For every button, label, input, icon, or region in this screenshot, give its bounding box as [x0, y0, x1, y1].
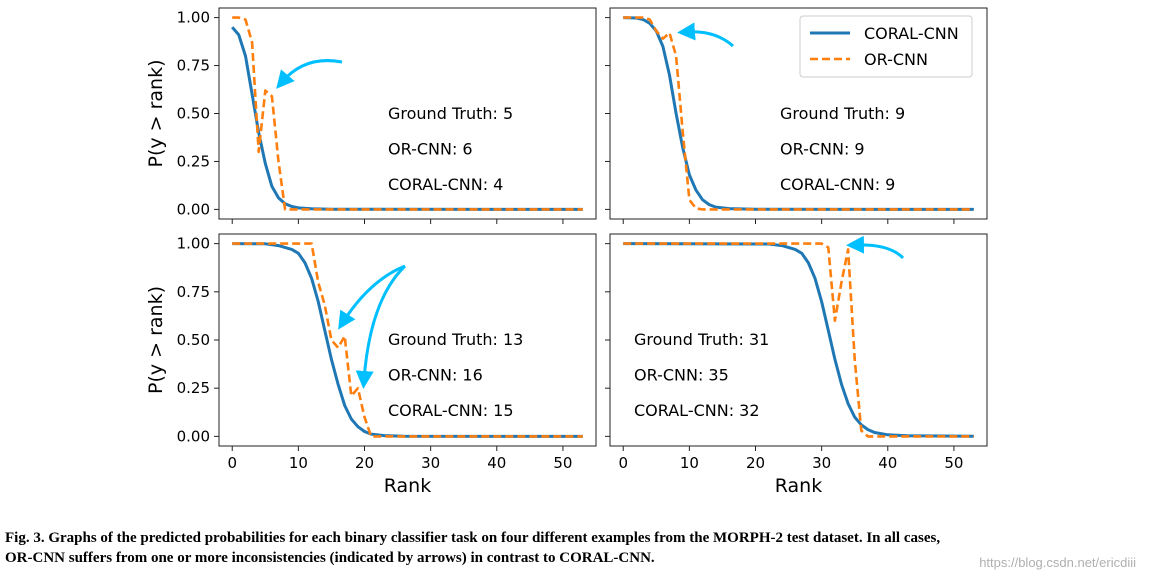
panel-1: 0.00 0.25 0.50 0.75 1.00 P(y > rank) Ground Tr… — [145, 7, 597, 224]
inconsistency-arrow — [355, 264, 407, 389]
annotation-text: CORAL-CNN: 32 — [634, 401, 760, 420]
x-tick-label: 30 — [421, 454, 440, 472]
annotation-text: OR-CNN: 9 — [780, 140, 865, 159]
y-tick-label: 0.50 — [177, 105, 210, 123]
legend: CORAL-CNN OR-CNN — [799, 15, 973, 78]
annotation-text: OR-CNN: 6 — [388, 140, 473, 159]
y-tick-label: 1.00 — [177, 9, 210, 27]
legend-box — [799, 15, 973, 78]
panel-3: 0 10 20 30 40 50 0.00 0.25 0.50 0.75 1.00 P(y > ran… — [145, 233, 597, 497]
annotation-text: OR-CNN: 35 — [634, 366, 729, 385]
panel-4: 0 10 20 30 40 50 Rank Ground Truth: 31 OR-CNN: 3… — [605, 233, 988, 497]
panel-2: Ground Truth: 9 OR-CNN: 9 CORAL-CNN: 9 CORA… — [605, 7, 988, 224]
caption-line-1: Fig. 3. Graphs of the predicted probabil… — [5, 530, 941, 546]
axes-frame — [609, 233, 988, 447]
annotation-text: Ground Truth: 9 — [780, 104, 905, 123]
inconsistency-arrow — [677, 22, 734, 48]
x-axis-label: Rank — [384, 475, 431, 497]
annotation-text: Ground Truth: 13 — [388, 330, 523, 349]
annotation-text: CORAL-CNN: 4 — [388, 175, 503, 194]
y-tick-label: 0.00 — [177, 427, 210, 445]
inconsistency-arrow — [338, 264, 406, 330]
x-tick-label: 10 — [289, 454, 308, 472]
y-tick-label: 0.75 — [177, 283, 210, 301]
y-tick-label: 0.75 — [177, 57, 210, 75]
x-tick-label: 0 — [227, 454, 237, 472]
caption-line-2: OR-CNN suffers from one or more inconsis… — [5, 550, 655, 566]
annotation-text: CORAL-CNN: 9 — [780, 175, 895, 194]
y-axis-label: P(y > rank) — [145, 59, 167, 167]
x-tick-label: 40 — [878, 454, 897, 472]
axes-frame — [218, 233, 597, 447]
y-tick-label: 0.00 — [177, 200, 210, 218]
series-or-cnn-line — [232, 242, 583, 438]
x-tick-label: 0 — [618, 454, 628, 472]
annotation-text: OR-CNN: 16 — [388, 366, 483, 385]
y-tick-label: 1.00 — [177, 235, 210, 253]
x-tick-label: 20 — [355, 454, 374, 472]
y-tick-label: 0.25 — [177, 152, 210, 170]
y-axis-label: P(y > rank) — [145, 286, 167, 394]
series-or-cnn-line — [232, 16, 583, 211]
x-tick-label: 30 — [812, 454, 831, 472]
watermark: https://blog.csdn.net/ericdiii — [979, 555, 1136, 570]
annotation-text: CORAL-CNN: 15 — [388, 401, 514, 420]
x-axis-label: Rank — [775, 475, 822, 497]
x-tick-label: 10 — [680, 454, 699, 472]
series-or-cnn-line — [623, 16, 974, 211]
legend-label: CORAL-CNN — [864, 24, 959, 43]
x-tick-label: 40 — [487, 454, 506, 472]
x-tick-label: 20 — [746, 454, 765, 472]
y-tick-label: 0.50 — [177, 331, 210, 349]
inconsistency-arrow — [276, 59, 343, 89]
annotation-text: Ground Truth: 31 — [634, 330, 769, 349]
x-tick-label: 50 — [944, 454, 963, 472]
series-coral-cnn-line — [623, 16, 974, 211]
series-coral-cnn-line — [623, 242, 974, 438]
x-tick-label: 50 — [553, 454, 572, 472]
annotation-text: Ground Truth: 5 — [388, 104, 513, 123]
legend-label: OR-CNN — [864, 50, 928, 69]
inconsistency-arrow — [846, 235, 905, 260]
y-tick-label: 0.25 — [177, 379, 210, 397]
